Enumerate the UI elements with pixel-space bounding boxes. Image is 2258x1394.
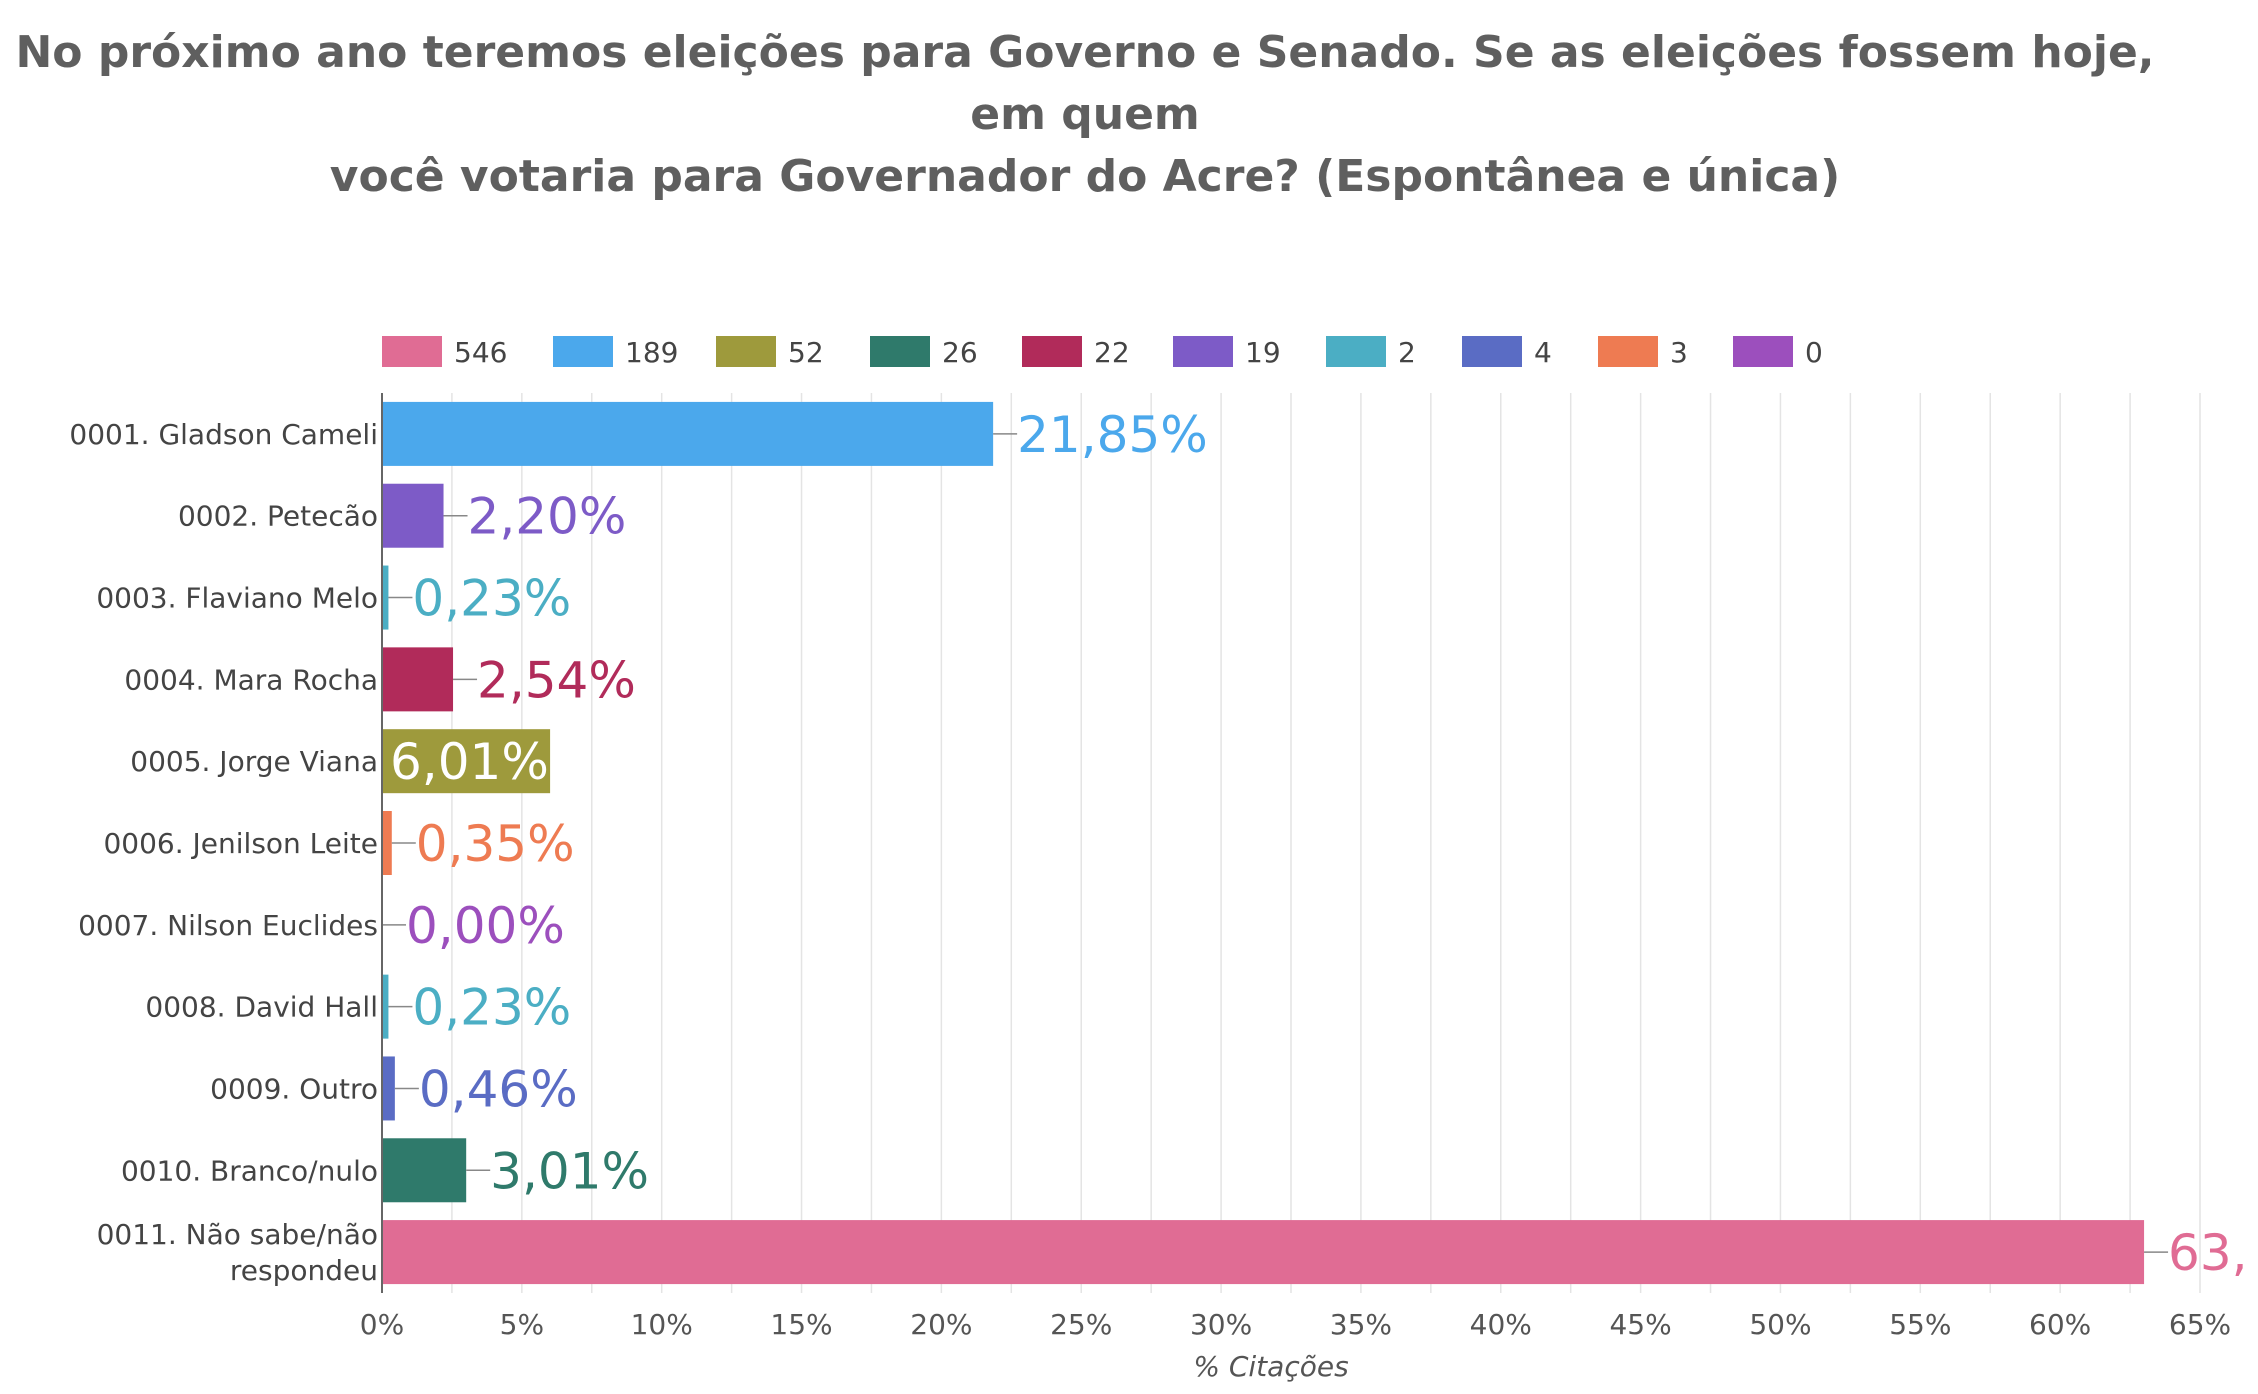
chart-title-line-1: No próximo ano teremos eleições para Gov… xyxy=(15,27,2155,140)
data-label: 21,85% xyxy=(1017,406,1208,464)
x-tick-label: 35% xyxy=(1330,1308,1392,1341)
x-tick-label: 20% xyxy=(910,1308,972,1341)
x-tick-label: 45% xyxy=(1609,1308,1671,1341)
grid-lines xyxy=(451,393,2201,1293)
x-tick-label: 65% xyxy=(2169,1308,2231,1341)
bar xyxy=(382,1138,467,1203)
legend-swatch xyxy=(1462,336,1522,367)
category-label: 0002. Petecão xyxy=(178,500,378,533)
legend-item: 26 xyxy=(870,336,978,369)
legend-item: 4 xyxy=(1462,336,1552,369)
legend-swatch xyxy=(382,336,442,367)
legend-item: 52 xyxy=(716,336,824,369)
category-label: 0008. David Hall xyxy=(145,991,378,1024)
data-label: 0,35% xyxy=(416,815,575,873)
bar xyxy=(382,1220,2145,1285)
data-label: 2,54% xyxy=(477,651,636,709)
bar xyxy=(382,811,392,875)
category-label: respondeu xyxy=(230,1254,378,1287)
data-label: 63, xyxy=(2168,1224,2248,1282)
category-label: 0006. Jenilson Leite xyxy=(103,827,378,860)
data-label: 0,46% xyxy=(419,1060,578,1118)
x-tick-label: 55% xyxy=(1889,1308,1951,1341)
category-label: 0004. Mara Rocha xyxy=(124,663,378,696)
data-label: 6,01% xyxy=(390,733,549,791)
chart-title-line-2: você votaria para Governador do Acre? (E… xyxy=(329,151,1841,202)
legend-item: 189 xyxy=(553,336,678,369)
x-tick-label: 60% xyxy=(2029,1308,2091,1341)
legend-item: 22 xyxy=(1022,336,1130,369)
x-tick-label: 40% xyxy=(1470,1308,1532,1341)
legend-swatch xyxy=(553,336,613,367)
category-labels: 0001. Gladson Cameli 0002. Petecão 0003. F… xyxy=(69,418,378,1287)
legend-item: 19 xyxy=(1173,336,1281,369)
legend-label: 4 xyxy=(1534,336,1552,369)
legend-label: 3 xyxy=(1670,336,1688,369)
bar xyxy=(382,483,444,548)
bar xyxy=(382,974,389,1039)
legend-label: 26 xyxy=(942,336,978,369)
x-tick-label: 5% xyxy=(500,1308,544,1341)
legend-swatch xyxy=(716,336,776,367)
legend-swatch xyxy=(1326,336,1386,367)
bar xyxy=(382,729,551,794)
legend-item: 3 xyxy=(1598,336,1688,369)
category-label: 0011. Não sabe/não xyxy=(97,1218,378,1251)
x-tick-label: 30% xyxy=(1190,1308,1252,1341)
chart-title: No próximo ano teremos eleições para Gov… xyxy=(0,22,2170,208)
bar xyxy=(382,565,389,630)
x-axis-title: % Citações xyxy=(1193,1350,1348,1383)
category-label: 0007. Nilson Euclides xyxy=(78,909,378,942)
bar xyxy=(382,401,994,466)
legend-label: 52 xyxy=(788,336,824,369)
data-label: 0,00% xyxy=(406,897,565,955)
category-label: 0009. Outro xyxy=(210,1072,378,1105)
legend-label: 189 xyxy=(625,336,678,369)
legend-swatch xyxy=(1173,336,1233,367)
x-tick-label: 15% xyxy=(770,1308,832,1341)
bars: 21,85% 2,20% 0,23% 2,54% 6,01% 0,35% 0,00% 0,23… xyxy=(382,401,2248,1285)
x-tick-labels: 0% 5% 10% 15% 20% 25% 30% 35% 40% 45% 50% 55% 60% 65% xyxy=(360,1308,2231,1341)
category-label: 0005. Jorge Viana xyxy=(130,745,378,778)
bar xyxy=(382,1056,395,1121)
legend-label: 22 xyxy=(1094,336,1130,369)
legend-label: 2 xyxy=(1398,336,1416,369)
data-label: 0,23% xyxy=(412,979,571,1037)
legend-label: 546 xyxy=(454,336,507,369)
legend-item: 546 xyxy=(382,336,507,369)
legend-item: 2 xyxy=(1326,336,1416,369)
legend-label: 19 xyxy=(1245,336,1281,369)
legend-swatch xyxy=(1733,336,1793,367)
legend-swatch xyxy=(1022,336,1082,367)
data-label: 0,23% xyxy=(412,570,571,628)
data-label: 3,01% xyxy=(490,1142,649,1200)
x-tick-label: 0% xyxy=(360,1308,404,1341)
x-tick-label: 25% xyxy=(1050,1308,1112,1341)
legend: 546 189 52 26 22 19 2 4 3 0 xyxy=(382,336,1823,369)
legend-swatch xyxy=(870,336,930,367)
x-tick-label: 50% xyxy=(1749,1308,1811,1341)
legend-label: 0 xyxy=(1805,336,1823,369)
bar xyxy=(382,647,454,712)
legend-item: 0 xyxy=(1733,336,1823,369)
category-label: 0010. Branco/nulo xyxy=(121,1154,378,1187)
data-label: 2,20% xyxy=(468,488,627,546)
category-label: 0003. Flaviano Melo xyxy=(96,582,378,615)
legend-swatch xyxy=(1598,336,1658,367)
category-label: 0001. Gladson Cameli xyxy=(69,418,378,451)
x-tick-label: 10% xyxy=(631,1308,693,1341)
